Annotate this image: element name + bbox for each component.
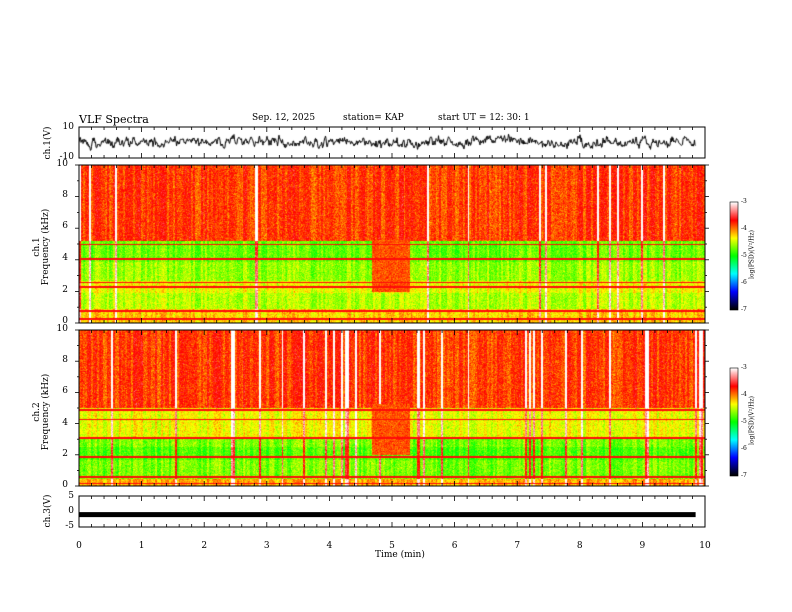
figure-title: VLF Spectra — [79, 113, 149, 126]
ch2-spectro-ytick: 10 — [56, 324, 68, 334]
x-tick-label: 4 — [326, 541, 333, 551]
ch2-spectro-ylabel: ch.2 Frequency (kHz) — [32, 362, 51, 462]
x-tick-label: 6 — [451, 541, 458, 551]
x-tick-label: 5 — [389, 541, 395, 551]
x-tick-label: 0 — [76, 541, 82, 551]
station-label: station= KAP — [343, 113, 404, 123]
cb1-tick: -6 — [741, 279, 747, 286]
x-tick-label: 10 — [699, 541, 711, 551]
ch2-colorbar-image — [730, 368, 738, 476]
cb2-frame — [729, 367, 739, 477]
ch2-spectrogram-image — [79, 330, 705, 486]
ch1-spectro-ylabel: ch.1 Frequency (kHz) — [32, 197, 51, 297]
ch2-spectro-ytick: 4 — [62, 418, 68, 428]
cb1-label: log(PSD)(V²/Hz) — [748, 230, 756, 279]
x-axis-title: Time (min) — [375, 550, 425, 560]
x-tick-label: 3 — [263, 541, 270, 551]
cb2-tick: -5 — [741, 418, 747, 425]
cb2-tick: -3 — [741, 364, 747, 371]
ch1-spectro-ytick: 0 — [62, 316, 68, 326]
cb2-tick: -4 — [741, 391, 747, 398]
ch1-colorbar-image — [730, 202, 738, 310]
ch1-spectrogram-image — [79, 165, 705, 323]
cb1-tick: -7 — [741, 306, 747, 313]
start-time-label: start UT = 12: 30: 1 — [438, 113, 530, 123]
ch1-spectro-frame — [78, 164, 706, 324]
x-tick-label: 2 — [201, 541, 208, 551]
cb2-tick: -6 — [741, 445, 747, 452]
cb1-tick: -3 — [741, 198, 747, 205]
x-tick-label: 7 — [514, 541, 521, 551]
date-label: Sep. 12, 2025 — [252, 113, 316, 123]
ch1-waveform-trace — [79, 127, 705, 158]
ch1-spectro-ytick: 4 — [62, 253, 68, 263]
ch1-ytick: 10 — [62, 122, 74, 132]
cb2-tick: -7 — [741, 472, 747, 479]
ch3-ylabel: ch.3(V) — [43, 494, 53, 528]
cb1-tick: -5 — [741, 252, 747, 259]
x-tick-label: 8 — [576, 541, 583, 551]
ch2-spectro-ytick: 6 — [62, 386, 68, 396]
ch1-spectro-ytick: 6 — [62, 221, 68, 231]
x-tick-label: 9 — [639, 541, 646, 551]
ch3-ytick: -5 — [65, 521, 74, 531]
ch2-spectro-ytick: 0 — [62, 480, 68, 490]
ch1-ytick: -10 — [59, 152, 75, 162]
ch3-ytick: 5 — [68, 491, 74, 501]
ch2-spectro-frame — [78, 329, 706, 487]
ch2-spectro-ytick: 8 — [62, 355, 68, 365]
cb1-tick: -4 — [741, 225, 747, 232]
ch1-spectro-ytick: 2 — [62, 285, 68, 295]
ch2-spectro-ytick: 2 — [62, 449, 68, 459]
ch3-ytick: 0 — [68, 506, 74, 516]
ch1-spectro-ytick: 8 — [62, 190, 68, 200]
ch1-spectro-ytick: 10 — [56, 159, 68, 169]
x-tick-label: 1 — [138, 541, 145, 551]
cb2-label: log(PSD)(V²/Hz) — [748, 396, 756, 445]
cb1-frame — [729, 201, 739, 311]
